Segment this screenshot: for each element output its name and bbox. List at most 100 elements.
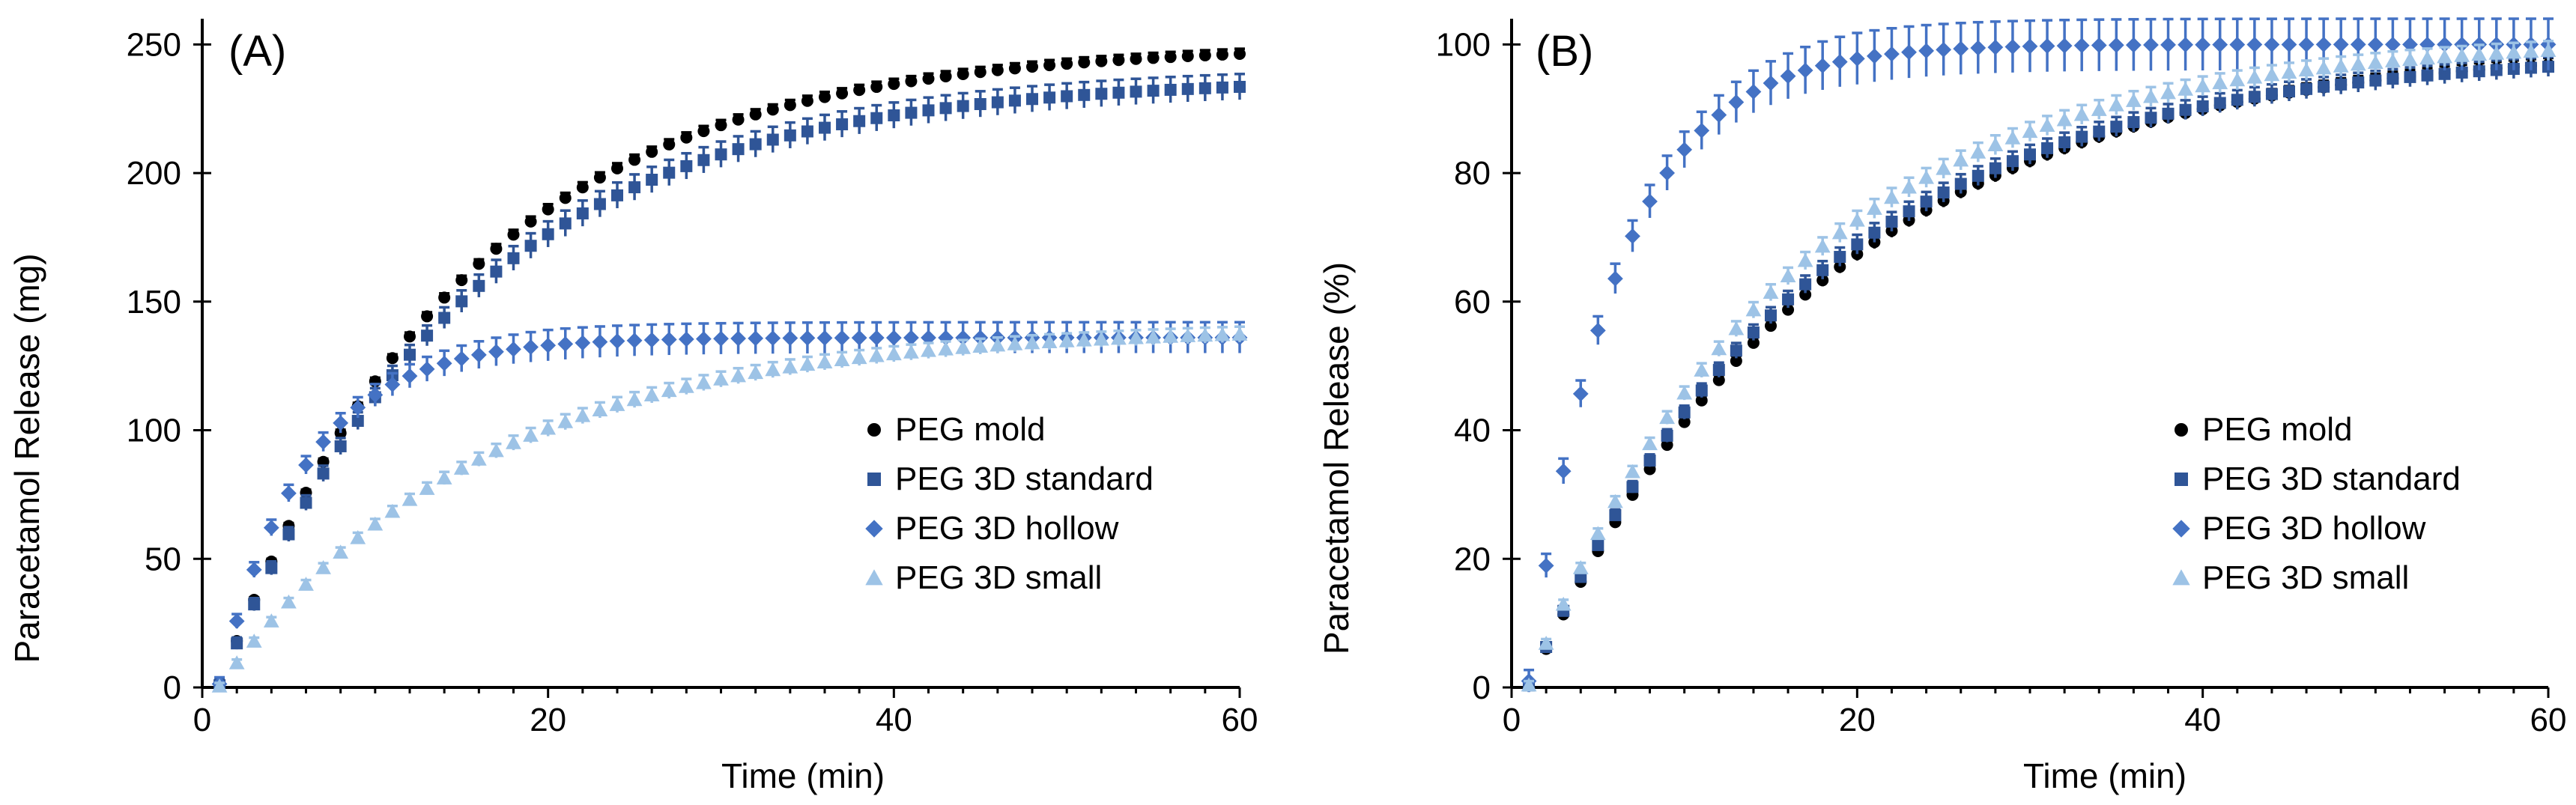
data-point <box>523 339 539 355</box>
data-point <box>542 203 554 216</box>
data-point <box>470 452 487 466</box>
data-point <box>765 362 781 377</box>
data-point <box>853 115 866 127</box>
data-point <box>1831 225 1848 240</box>
data-point <box>438 312 451 324</box>
data-point <box>2367 36 2383 52</box>
data-point <box>2143 37 2159 53</box>
data-point <box>2248 91 2261 103</box>
data-point <box>1884 46 1900 62</box>
legend-label: PEG 3D hollow <box>2202 510 2426 547</box>
data-point <box>1816 274 1829 287</box>
data-point <box>1851 238 1864 251</box>
data-point <box>1112 54 1125 67</box>
data-point <box>1797 252 1813 267</box>
data-point <box>2471 46 2488 61</box>
data-point <box>1799 288 1812 301</box>
data-point <box>333 415 349 431</box>
data-point <box>2438 67 2451 80</box>
data-point <box>1198 82 1211 94</box>
data-point <box>991 64 1004 76</box>
data-point <box>1607 270 1623 287</box>
data-point <box>1987 137 2004 151</box>
data-point <box>559 192 572 204</box>
data-point <box>542 228 554 240</box>
data-point <box>2473 65 2485 78</box>
data-point <box>2437 49 2452 64</box>
data-point <box>1901 44 1917 61</box>
data-point <box>888 109 900 122</box>
data-point <box>870 112 883 124</box>
data-point <box>2195 78 2211 93</box>
data-point <box>2091 102 2107 116</box>
data-point <box>1765 320 1777 332</box>
series-peg-3d-standard <box>213 73 1246 692</box>
data-point <box>384 503 401 518</box>
data-point <box>2091 37 2107 53</box>
data-point <box>315 434 331 450</box>
data-point <box>1970 40 1986 56</box>
legend-marker <box>865 569 883 586</box>
data-point <box>784 99 796 112</box>
data-point <box>1867 48 1882 64</box>
data-point <box>1831 54 1848 70</box>
data-point <box>868 347 885 362</box>
data-point <box>2039 38 2055 54</box>
data-point <box>715 148 727 161</box>
legend-label: PEG 3D small <box>2202 559 2409 596</box>
data-point <box>1043 91 1056 104</box>
data-point <box>523 428 539 442</box>
legend-label: PEG 3D standard <box>895 461 1154 497</box>
x-tick-label: 40 <box>876 702 912 738</box>
data-point <box>1765 309 1777 322</box>
data-point <box>557 335 574 352</box>
data-point <box>851 350 867 365</box>
data-point <box>974 98 987 111</box>
data-point <box>1936 41 1952 58</box>
panel-a-label: (A) <box>228 27 286 76</box>
data-point <box>939 102 952 115</box>
data-point <box>265 562 278 574</box>
data-point <box>2229 72 2246 87</box>
x-tick-label: 0 <box>1503 702 1521 738</box>
legend-marker <box>2175 473 2188 486</box>
data-point <box>628 154 641 166</box>
data-point <box>263 613 279 628</box>
data-point <box>697 125 710 138</box>
data-point <box>1676 385 1693 400</box>
y-tick-label: 150 <box>127 284 181 321</box>
data-point <box>2421 69 2434 82</box>
data-point <box>488 443 504 458</box>
data-point <box>1782 293 1795 306</box>
data-point <box>1164 83 1177 96</box>
data-point <box>2385 53 2401 67</box>
data-point <box>281 485 297 502</box>
data-point <box>2335 78 2348 91</box>
data-point <box>1678 406 1691 419</box>
data-point <box>436 470 452 484</box>
data-point <box>1799 278 1812 291</box>
data-point <box>816 329 833 346</box>
data-point <box>1659 165 1675 181</box>
data-point <box>1814 238 1831 253</box>
y-tick-label: 250 <box>127 26 181 63</box>
data-point <box>1572 386 1589 402</box>
data-point <box>1130 85 1142 98</box>
data-point <box>730 368 746 383</box>
data-point <box>1145 329 1161 344</box>
data-point <box>766 103 779 116</box>
data-point <box>816 354 833 368</box>
data-point <box>2386 73 2399 85</box>
panel-a-series <box>211 47 1248 693</box>
series-peg-3d-hollow <box>211 321 1248 692</box>
data-point <box>1607 493 1623 508</box>
data-point <box>749 138 762 151</box>
data-point <box>228 613 245 629</box>
data-point <box>1026 93 1038 106</box>
data-point <box>2229 37 2246 52</box>
data-point <box>905 75 918 88</box>
data-point <box>661 332 677 347</box>
data-point <box>1711 341 1727 356</box>
data-point <box>2333 58 2349 73</box>
data-point <box>2455 66 2468 79</box>
